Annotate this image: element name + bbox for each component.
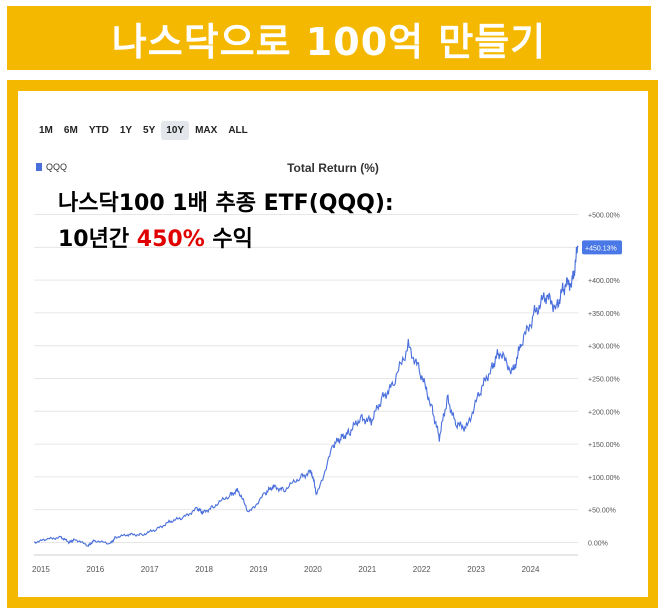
range-button-all[interactable]: ALL bbox=[228, 125, 248, 136]
chart-legend[interactable]: QQQ bbox=[36, 162, 67, 172]
y-tick-label: +50.00% bbox=[588, 508, 616, 515]
x-tick-label: 2016 bbox=[86, 565, 104, 574]
last-value-label: +450.13% bbox=[585, 245, 617, 252]
range-button-ytd[interactable]: YTD bbox=[88, 125, 109, 136]
y-tick-label: +100.00% bbox=[588, 475, 620, 482]
range-button-10y[interactable]: 10Y bbox=[161, 121, 190, 140]
x-tick-label: 2021 bbox=[358, 565, 376, 574]
range-button-1m[interactable]: 1M bbox=[39, 125, 53, 136]
title-banner: 나스닥으로 100억 만들기 bbox=[7, 6, 651, 70]
chart-frame: 1M 6M YTD 1Y 5Y 10Y MAX ALL QQQ Total Re… bbox=[7, 80, 658, 608]
y-tick-label: +300.00% bbox=[588, 344, 620, 351]
y-tick-label: +350.00% bbox=[588, 311, 620, 318]
range-button-6m[interactable]: 6M bbox=[63, 125, 78, 136]
overlay-line-2-prefix: 10년간 bbox=[58, 227, 137, 252]
x-tick-label: 2024 bbox=[522, 565, 540, 574]
x-tick-label: 2023 bbox=[467, 565, 485, 574]
y-tick-label: +150.00% bbox=[588, 442, 620, 449]
x-tick-label: 2017 bbox=[141, 565, 159, 574]
chart-title: Total Return (%) bbox=[287, 161, 379, 175]
y-tick-label: +250.00% bbox=[588, 377, 620, 384]
x-tick-label: 2019 bbox=[250, 565, 268, 574]
overlay-line-2: 10년간 450% 수익 bbox=[58, 222, 394, 258]
range-button-max[interactable]: MAX bbox=[195, 125, 218, 136]
y-tick-label: +200.00% bbox=[588, 409, 620, 416]
x-tick-label: 2020 bbox=[304, 565, 322, 574]
y-tick-label: 0.00% bbox=[588, 540, 608, 547]
chart-plot: +500.00%+450.00%+400.00%+350.00%+300.00%… bbox=[32, 213, 622, 574]
overlay-highlight: 450% bbox=[136, 227, 205, 252]
y-tick-label: +500.00% bbox=[588, 213, 620, 220]
legend-label: QQQ bbox=[46, 162, 68, 172]
overlay-line-1: 나스닥100 1배 추종 ETF(QQQ): bbox=[58, 191, 394, 216]
y-tick-label: +400.00% bbox=[588, 278, 620, 285]
overlay-line-2-suffix: 수익 bbox=[204, 227, 253, 252]
range-button-5y[interactable]: 5Y bbox=[143, 125, 156, 136]
x-tick-label: 2022 bbox=[413, 565, 431, 574]
banner-title: 나스닥으로 100억 만들기 bbox=[111, 19, 547, 64]
series-line-qqq bbox=[33, 245, 579, 547]
legend-swatch bbox=[36, 163, 42, 171]
range-button-1y[interactable]: 1Y bbox=[119, 125, 133, 136]
x-tick-label: 2015 bbox=[32, 565, 50, 574]
range-toolbar: 1M 6M YTD 1Y 5Y 10Y MAX ALL bbox=[34, 121, 254, 140]
overlay-caption: 나스닥100 1배 추종 ETF(QQQ): 10년간 450% 수익 bbox=[58, 186, 394, 258]
last-value-badge bbox=[582, 240, 622, 255]
x-tick-label: 2018 bbox=[195, 565, 213, 574]
